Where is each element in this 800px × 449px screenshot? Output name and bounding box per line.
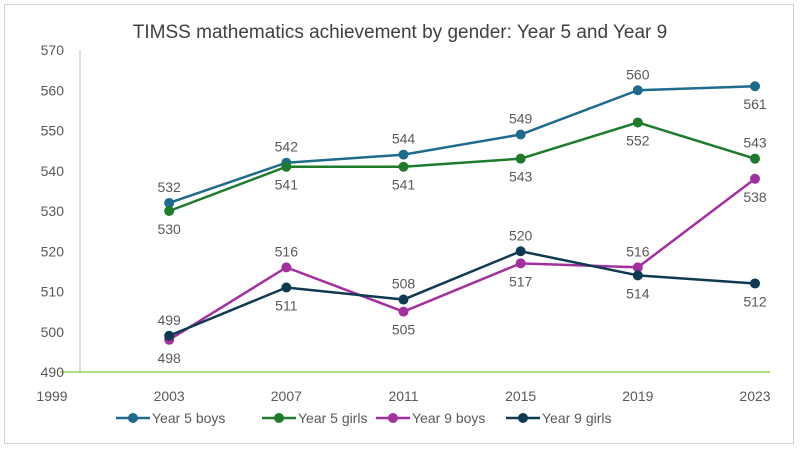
series-year-5-girls bbox=[164, 117, 760, 216]
legend-item[interactable]: Year 5 boys bbox=[116, 410, 225, 426]
legend-item[interactable]: Year 5 girls bbox=[262, 410, 368, 426]
data-label: 544 bbox=[392, 131, 416, 147]
data-label: 561 bbox=[743, 96, 767, 112]
series-year-9-boys bbox=[164, 173, 760, 345]
y-tick-label: 540 bbox=[41, 163, 65, 179]
data-label: 543 bbox=[743, 135, 767, 151]
legend-label: Year 5 girls bbox=[298, 410, 368, 426]
data-point bbox=[164, 197, 175, 208]
data-label: 505 bbox=[392, 322, 416, 338]
data-label: 520 bbox=[509, 227, 533, 243]
x-tick-label: 2023 bbox=[739, 388, 770, 404]
data-label: 541 bbox=[275, 177, 299, 193]
data-point bbox=[164, 206, 175, 216]
data-point bbox=[750, 153, 760, 164]
series-line bbox=[168, 121, 756, 213]
data-point bbox=[281, 161, 292, 172]
legend-marker-icon bbox=[388, 413, 398, 423]
data-label: 508 bbox=[392, 276, 416, 292]
data-label: 517 bbox=[509, 273, 533, 289]
y-tick-label: 520 bbox=[41, 243, 65, 259]
data-point bbox=[398, 306, 409, 317]
data-point bbox=[398, 149, 409, 160]
data-label: 514 bbox=[626, 285, 650, 301]
y-tick-label: 530 bbox=[41, 203, 65, 219]
data-label: 516 bbox=[626, 243, 650, 259]
data-label: 538 bbox=[743, 189, 767, 205]
x-tick-label: 1999 bbox=[36, 388, 67, 404]
x-tick-label: 2015 bbox=[505, 388, 536, 404]
series-line bbox=[168, 177, 756, 341]
data-point bbox=[632, 117, 643, 128]
x-tick-label: 2007 bbox=[271, 388, 302, 404]
data-point bbox=[398, 294, 409, 305]
data-point bbox=[164, 330, 175, 341]
data-label: 560 bbox=[626, 66, 650, 82]
data-point bbox=[515, 258, 526, 269]
legend-item[interactable]: Year 9 boys bbox=[376, 410, 485, 426]
data-label: 516 bbox=[275, 243, 299, 259]
data-point bbox=[632, 85, 643, 96]
chart-frame bbox=[4, 4, 794, 444]
data-label: 541 bbox=[392, 177, 416, 193]
data-point bbox=[281, 262, 292, 273]
data-point bbox=[281, 282, 292, 293]
data-point bbox=[632, 270, 643, 281]
legend-marker-icon bbox=[274, 413, 284, 423]
legend-label: Year 9 boys bbox=[412, 410, 485, 426]
series-line bbox=[168, 249, 756, 337]
y-tick-label: 550 bbox=[41, 123, 65, 139]
legend-label: Year 5 boys bbox=[152, 410, 225, 426]
series-line bbox=[168, 84, 756, 205]
data-point bbox=[515, 129, 526, 140]
data-label: 543 bbox=[509, 169, 533, 185]
data-label: 542 bbox=[275, 139, 299, 155]
x-tick-label: 2011 bbox=[388, 388, 418, 404]
data-label: 498 bbox=[157, 350, 181, 366]
data-point bbox=[515, 153, 526, 164]
legend-label: Year 9 girls bbox=[542, 410, 612, 426]
x-tick-label: 2003 bbox=[154, 388, 185, 404]
legend-marker-icon bbox=[518, 413, 528, 423]
data-point bbox=[632, 262, 643, 273]
data-point bbox=[750, 278, 760, 289]
data-point bbox=[750, 173, 760, 184]
y-tick-label: 560 bbox=[41, 82, 65, 98]
data-label: 532 bbox=[157, 179, 181, 195]
series-year-5-boys bbox=[164, 81, 760, 208]
chart-title: TIMSS mathematics achievement by gender:… bbox=[133, 22, 667, 43]
data-label: 530 bbox=[157, 221, 181, 237]
y-tick-label: 510 bbox=[41, 284, 65, 300]
data-point bbox=[398, 161, 409, 172]
y-tick-label: 500 bbox=[41, 324, 65, 340]
data-point bbox=[750, 81, 760, 92]
data-label: 511 bbox=[275, 297, 298, 313]
y-tick-label: 570 bbox=[41, 42, 65, 58]
legend-item[interactable]: Year 9 girls bbox=[506, 410, 612, 426]
data-label: 549 bbox=[509, 111, 533, 127]
legend-marker-icon bbox=[128, 413, 138, 423]
data-label: 499 bbox=[157, 312, 181, 328]
data-point bbox=[515, 246, 526, 257]
y-tick-label: 490 bbox=[41, 364, 65, 380]
data-label: 552 bbox=[626, 132, 650, 148]
x-tick-label: 2019 bbox=[622, 388, 653, 404]
series-year-9-girls bbox=[164, 246, 760, 341]
data-label: 512 bbox=[743, 293, 767, 309]
